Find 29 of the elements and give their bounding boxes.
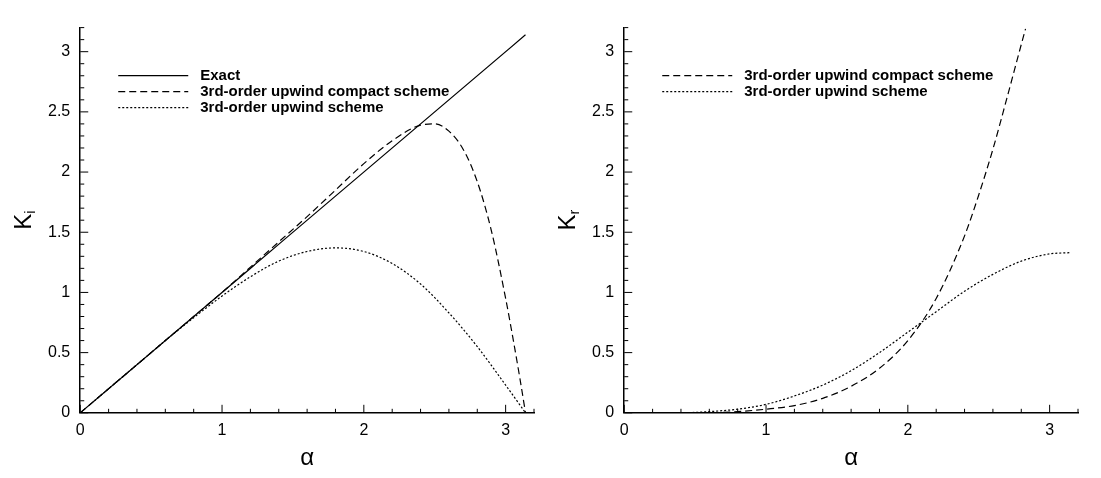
y-tick-label: 2 xyxy=(61,162,71,180)
x-tick-label: 0 xyxy=(75,420,85,438)
y-axis-title: Ki xyxy=(8,210,39,230)
y-tick-label: 2.5 xyxy=(47,102,71,120)
x-tick-label: 3 xyxy=(501,420,511,438)
x-tick-label: 3 xyxy=(1045,420,1055,438)
y-tick-label: 2.5 xyxy=(591,102,615,120)
legend-label: 3rd-order upwind compact scheme xyxy=(744,65,994,83)
y-tick-label: 0 xyxy=(605,403,615,421)
y-tick-label: 0.5 xyxy=(47,343,71,361)
y-tick-label: 3 xyxy=(61,42,71,60)
y-tick-label: 0.5 xyxy=(591,343,615,361)
y-tick-label: 2 xyxy=(605,162,615,180)
y-tick-label: 1 xyxy=(61,282,71,300)
y-tick-label: 0 xyxy=(61,403,71,421)
y-tick-label: 1 xyxy=(605,282,615,300)
legend-label: Exact xyxy=(200,65,241,83)
y-tick-label: 3 xyxy=(605,42,615,60)
x-tick-label: 2 xyxy=(903,420,913,438)
x-axis-title: α xyxy=(300,442,315,470)
legend-label: 3rd-order upwind compact scheme xyxy=(200,81,450,99)
y-axis-title: Kr xyxy=(552,209,583,231)
x-tick-label: 1 xyxy=(761,420,771,438)
x-tick-label: 0 xyxy=(619,420,629,438)
x-axis-title: α xyxy=(844,442,859,470)
y-tick-label: 1.5 xyxy=(47,222,71,240)
x-tick-label: 2 xyxy=(359,420,369,438)
x-tick-label: 1 xyxy=(217,420,227,438)
y-tick-label: 1.5 xyxy=(591,222,615,240)
